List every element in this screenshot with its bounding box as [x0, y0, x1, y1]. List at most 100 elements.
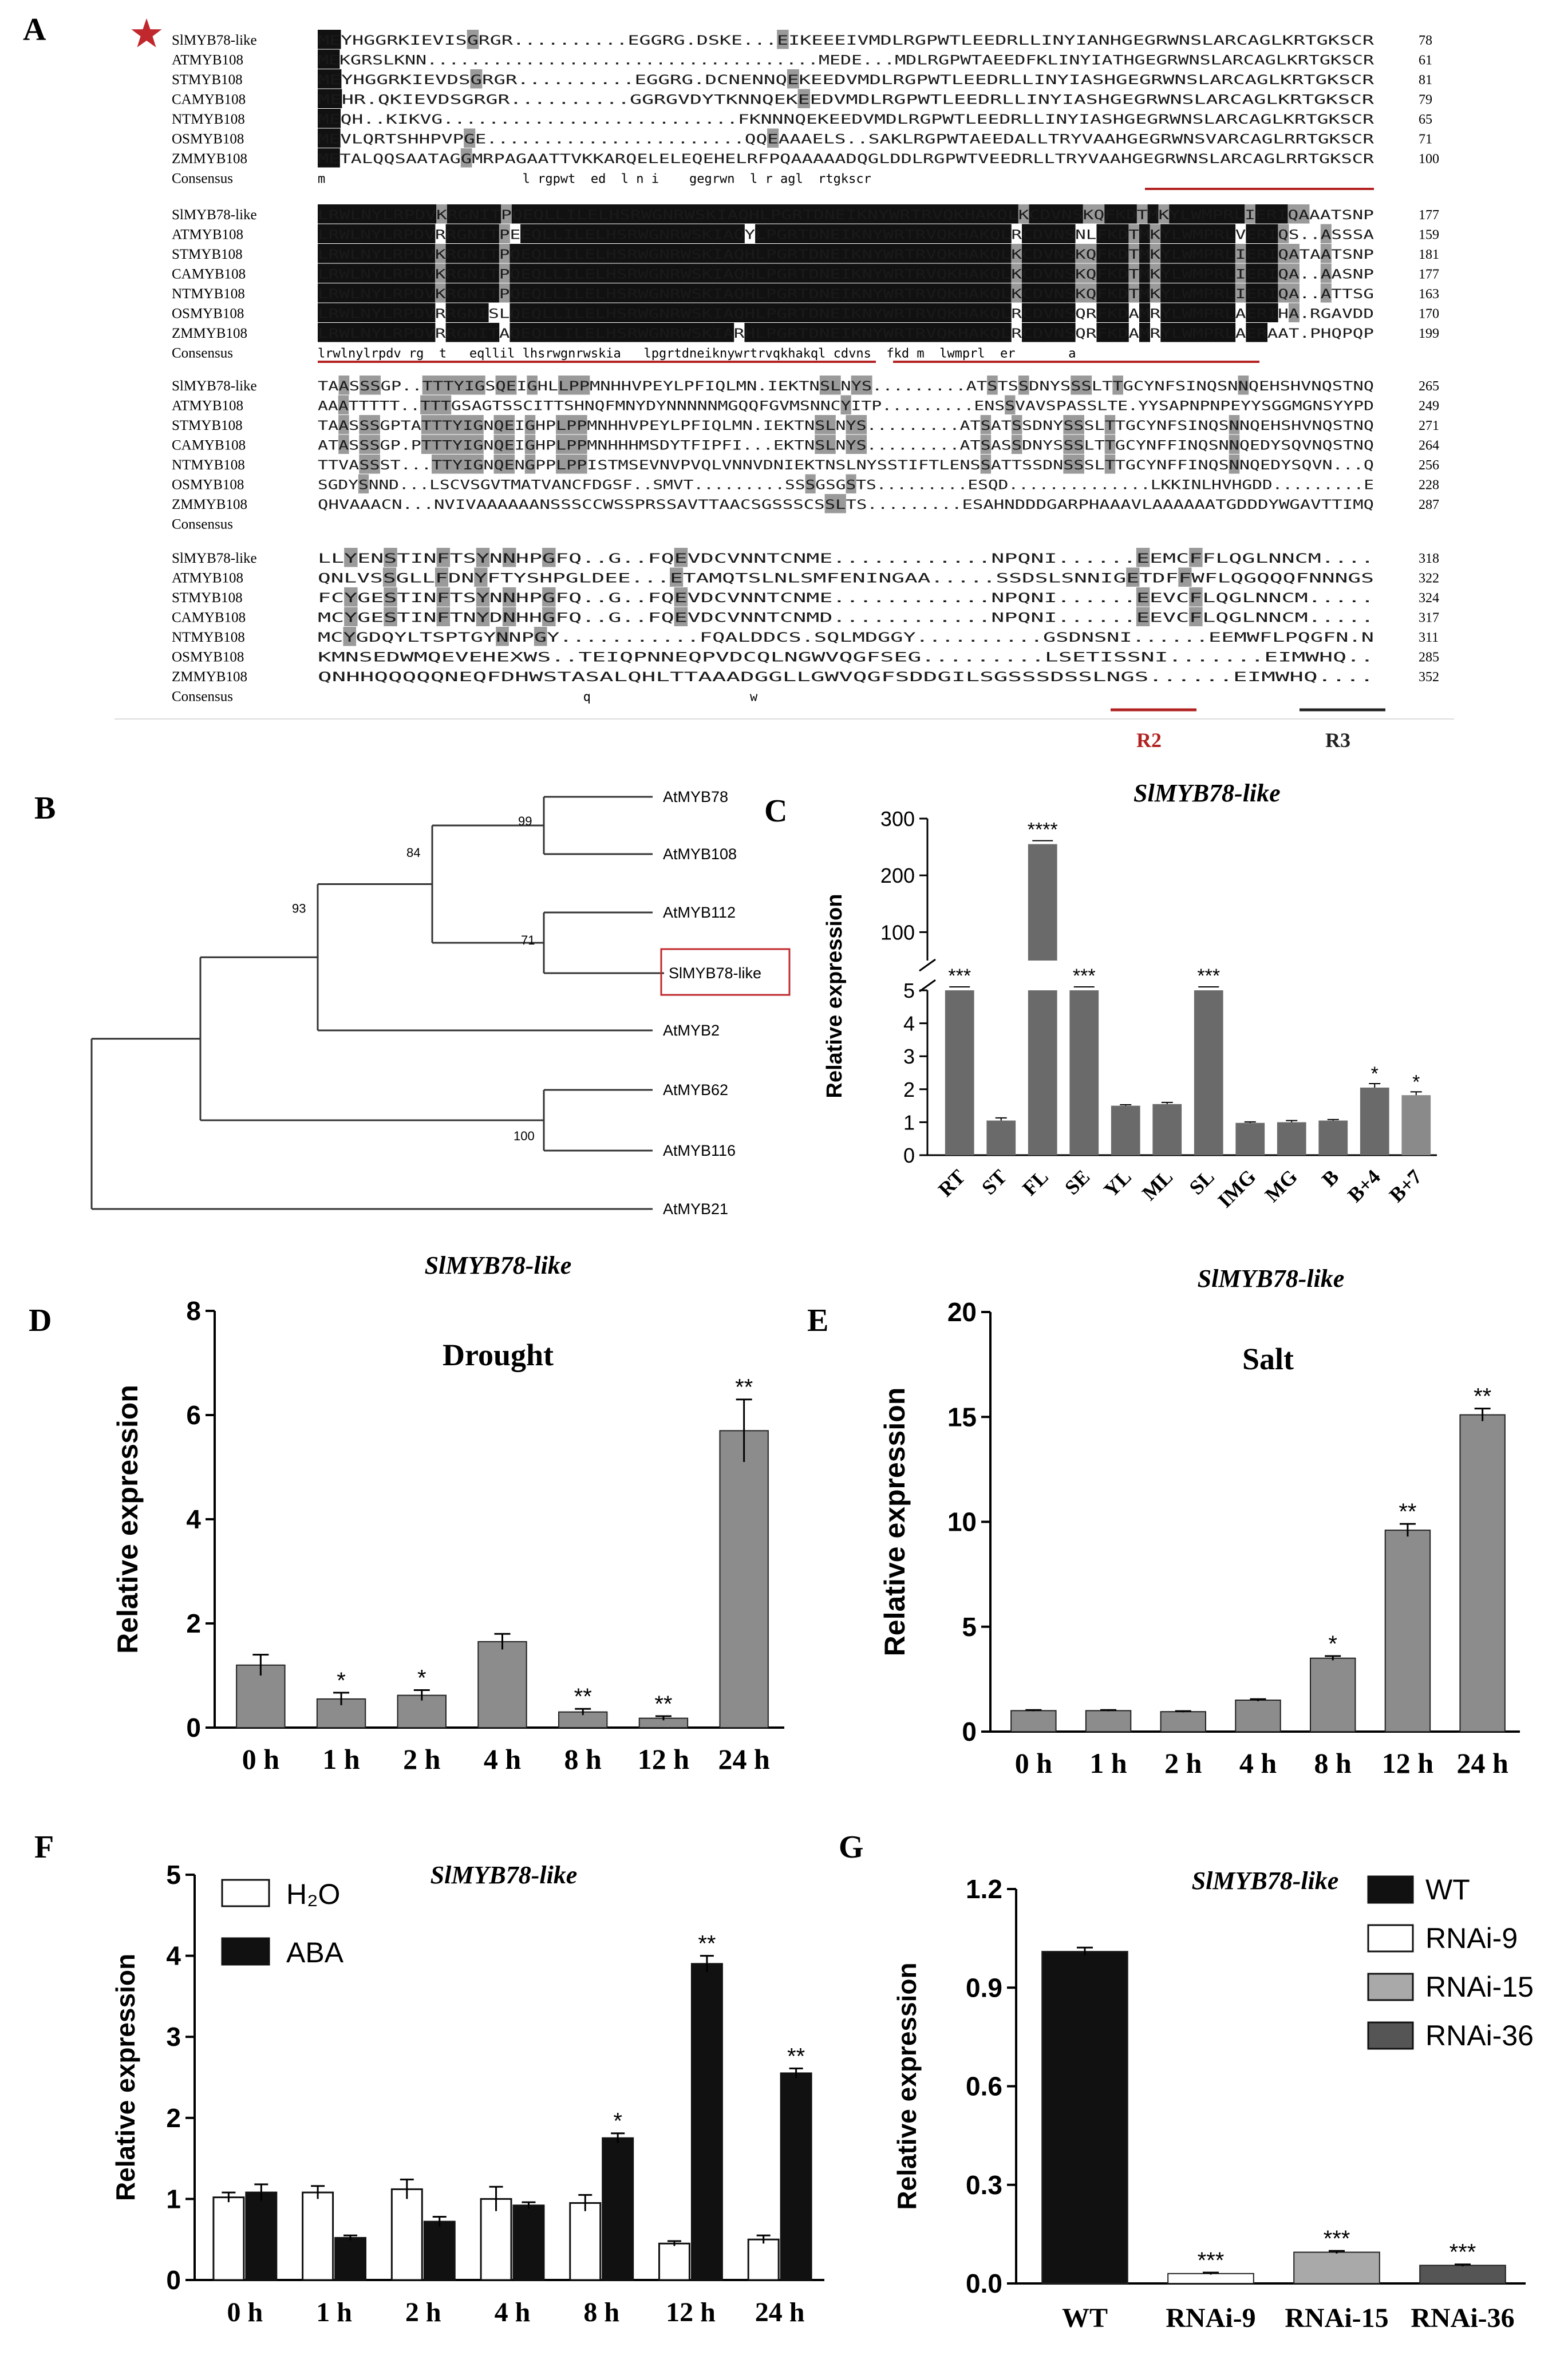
- residue-identical: [392, 224, 404, 243]
- residue-identical: [851, 283, 862, 303]
- residue-identical: [894, 244, 905, 263]
- residue-identical: [797, 244, 809, 263]
- residue-similar: [1018, 204, 1029, 224]
- x-tick-label: 1 h: [316, 2297, 352, 2328]
- residue-identical: [477, 323, 489, 342]
- residue-similar: [980, 455, 992, 474]
- residue-identical: [659, 323, 670, 342]
- residue-identical: [648, 303, 659, 322]
- residue-identical: [360, 323, 372, 342]
- residue-identical: [819, 224, 830, 243]
- residue-identical: [932, 204, 943, 224]
- r3-label: R3: [1325, 729, 1350, 752]
- x-tick-label: 1 h: [1089, 1747, 1127, 1779]
- residue-identical: [509, 263, 521, 283]
- residue-similar: [344, 587, 358, 607]
- residue-similar: [476, 587, 490, 607]
- residue-similar: [1112, 376, 1123, 395]
- residue-similar: [384, 548, 397, 567]
- residue-count: 271: [1419, 418, 1439, 433]
- species-label: STMYB108: [172, 418, 243, 433]
- y-tick-label: 100: [880, 920, 915, 944]
- residue-similar: [435, 244, 447, 263]
- residue-identical: [361, 204, 372, 224]
- residue-similar: [1238, 376, 1249, 395]
- sequence-row: KMNSEDWMQEVEHEXWS..TEIQPNNEQPVDCQLNGWVQG…: [318, 651, 1374, 665]
- residue-identical: [787, 263, 799, 283]
- residue-identical: [705, 204, 717, 224]
- residue-identical: [776, 303, 788, 322]
- residue-identical: [509, 244, 521, 263]
- residue-identical: [616, 323, 627, 342]
- residue-identical: [787, 303, 799, 322]
- sequence-row: FCYGESTINFTSYNNHPGFQ..G..FQEVDCVNNTCNME.…: [318, 591, 1374, 606]
- chart-c: SlMYB78-like Relative expression 0 1 2 3 4 5 100…: [823, 779, 1437, 1212]
- consensus-sequence: q w: [318, 690, 758, 705]
- residue-count: 181: [1419, 247, 1439, 262]
- residue-identical: [1064, 224, 1076, 243]
- residue-identical: [1266, 204, 1277, 224]
- residue-identical: [894, 283, 905, 303]
- bar: [986, 1120, 1016, 1155]
- legend-swatch: [1367, 1924, 1414, 1953]
- residue-count: 81: [1419, 73, 1432, 88]
- residue-identical: [694, 204, 706, 224]
- species-label: CAMYB108: [172, 92, 246, 108]
- residue-identical: [339, 224, 350, 243]
- residue-identical: [765, 224, 777, 243]
- y-tick-label: 1: [166, 2184, 181, 2214]
- residue-identical: [329, 30, 341, 49]
- residue-similar: [566, 434, 577, 454]
- residue-identical: [840, 244, 852, 263]
- residue-identical: [413, 224, 425, 243]
- residue-identical: [1214, 283, 1225, 303]
- residue-similar: [493, 415, 504, 434]
- residue-identical: [851, 244, 862, 263]
- residue-similar: [442, 455, 453, 474]
- bar: [1111, 1105, 1140, 1155]
- residue-identical: [872, 303, 884, 322]
- residue-identical: [606, 283, 617, 303]
- residue-identical: [835, 204, 846, 224]
- residue-identical: [606, 303, 617, 322]
- residue-identical: [1203, 323, 1214, 342]
- residue-count: 317: [1419, 611, 1439, 626]
- residue-identical: [595, 244, 606, 263]
- x-tick-label: SE: [1060, 1165, 1094, 1199]
- x-tick-label: 24 h: [1456, 1747, 1508, 1779]
- residue-identical: [942, 204, 954, 224]
- residue-identical: [1246, 244, 1257, 263]
- residue-identical: [445, 283, 457, 303]
- residue-identical: [862, 224, 873, 243]
- residue-similar: [568, 376, 580, 395]
- y-tick-label: 15: [947, 1402, 977, 1432]
- consensus-label: Consensus: [172, 171, 233, 187]
- consensus-label: Consensus: [172, 346, 233, 361]
- residue-similar: [338, 434, 349, 454]
- residue-identical: [986, 204, 997, 224]
- residue-identical: [445, 224, 457, 243]
- residue-identical: [392, 244, 404, 263]
- bar: [945, 990, 974, 1155]
- sequence-row: LRWLNYLRPDVKRGNITPQEQLLILELHSRWGNRWSKIAQ…: [318, 208, 1374, 223]
- y-tick-label: 0.0: [966, 2269, 1002, 2298]
- legend-swatch: [221, 1937, 270, 1966]
- residue-identical: [477, 224, 489, 243]
- residue-identical: [755, 263, 767, 283]
- residue-identical: [382, 204, 394, 224]
- residue-count: 199: [1419, 326, 1439, 341]
- residue-identical: [651, 204, 663, 224]
- residue-similar: [369, 455, 380, 474]
- residue-identical: [701, 224, 713, 243]
- species-label: ATMYB108: [172, 571, 243, 586]
- residue-identical: [659, 263, 670, 283]
- residue-identical: [921, 204, 933, 224]
- residue-identical: [894, 224, 905, 243]
- residue-count: 65: [1419, 112, 1432, 127]
- residue-similar: [473, 455, 484, 474]
- residue-identical: [691, 303, 702, 322]
- sequence-row: MCYGESTINFTNYDNHHGFQ..G..FQEVDCVNNTCNMD.…: [318, 611, 1374, 626]
- residue-identical: [862, 303, 873, 322]
- residue-identical: [328, 224, 339, 243]
- residue-identical: [531, 263, 542, 283]
